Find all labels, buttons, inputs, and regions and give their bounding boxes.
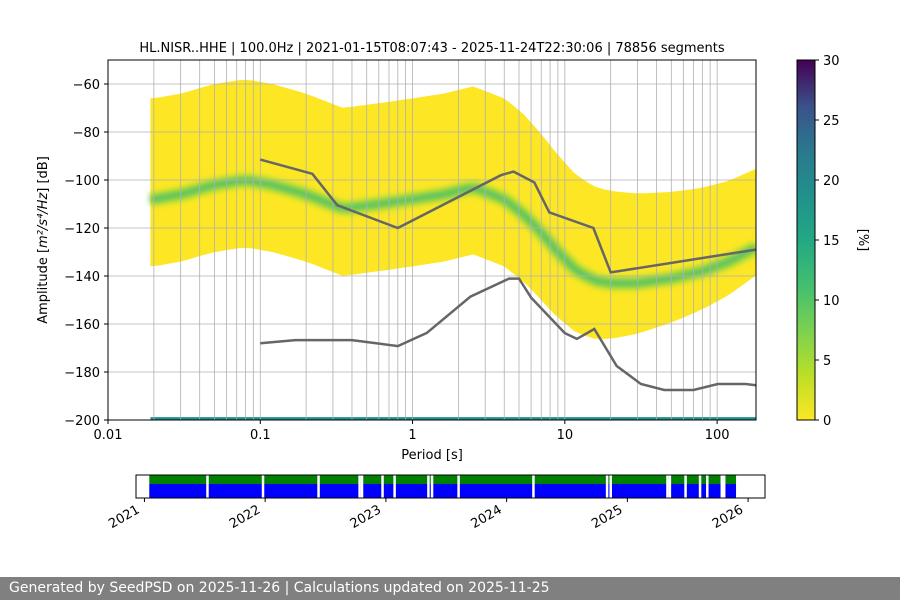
year-tick-label: 2024 [468,502,504,532]
coverage-gap [206,475,209,498]
coverage-gap [430,475,434,498]
coverage-gap [698,475,702,498]
colorbar-tick-label: 15 [823,234,840,249]
coverage-gap [722,475,726,498]
x-tick-label: 100 [705,428,730,443]
y-axis-ticks: −60 −80 −100 −120 −140 −160 −180 −200 [64,78,108,429]
psd-figure: HL.NISR..HHE | 100.0Hz | 2021-01-15T08:0… [36,41,870,532]
nhnm-curve [259,158,756,274]
year-tick-label: 2021 [106,502,142,532]
coverage-bar-lower [149,484,737,498]
data-coverage-timeline: 2021 2022 2023 2024 2025 2026 [106,474,766,532]
x-tick-label: 0.1 [250,428,271,443]
coverage-gap [720,475,724,498]
coverage-gap [666,475,669,498]
y-tick-label: −160 [64,318,100,333]
colorbar-gradient [797,60,815,420]
year-tick-label: 2023 [348,502,384,532]
coverage-gap [706,475,709,498]
timeline-bars [149,475,737,498]
y-tick-label: −140 [64,270,100,285]
year-tick-label: 2025 [589,502,625,532]
colorbar-tick-label: 10 [823,294,840,309]
coverage-gap [393,475,396,498]
y-tick-label: −120 [64,222,100,237]
coverage-gap [317,475,320,498]
coverage-gap [457,475,460,498]
coverage-gap [427,475,430,498]
psd-plot-area: 0.01 0.1 1 10 100 −60 −80 −100 −120 −140 −160 −180… [64,59,757,443]
y-axis-label-main: Amplitude [ [36,248,51,324]
coverage-gap [609,475,612,498]
colorbar-tick-label: 30 [823,54,840,69]
x-axis-label: Period [s] [401,448,463,463]
nlnm-curve [260,277,756,392]
x-tick-label: 0.01 [94,428,123,443]
coverage-bar-upper [149,475,737,484]
y-tick-label: −60 [73,78,100,93]
year-tick-label: 2026 [710,502,746,532]
y-axis-label-end: ] [dB] [36,156,51,193]
noise-models [259,158,756,392]
colorbar-tick-label: 5 [823,354,831,369]
coverage-gap [684,475,687,498]
colorbar: 0 5 10 15 20 25 30 [%] [796,54,870,429]
colorbar-ticks: 0 5 10 15 20 25 30 [815,54,840,429]
colorbar-tick-label: 0 [823,414,831,429]
grid-lines [107,60,756,421]
coverage-gap [360,475,364,498]
timeline-frame [135,474,766,499]
coverage-gap [358,475,361,498]
year-tick-label: 2022 [227,502,263,532]
coverage-gap [668,475,672,498]
y-tick-label: −100 [64,174,100,189]
y-axis-label-units: m²/s⁴/Hz [36,192,51,248]
coverage-gap [532,475,535,498]
density-envelope [150,79,756,340]
colorbar-label: [%] [855,229,870,252]
chart-title: HL.NISR..HHE | 100.0Hz | 2021-01-15T08:0… [139,41,725,56]
x-axis-ticks: 0.01 0.1 1 10 100 [94,420,730,443]
y-tick-label: −200 [64,414,100,429]
coverage-gap [261,475,265,498]
probability-density-heatmap [149,79,756,420]
x-tick-label: 1 [408,428,416,443]
y-tick-label: −80 [73,126,100,141]
coverage-gap [381,475,384,498]
footer-caption: Generated by SeedPSD on 2025-11-26 | Cal… [0,577,900,600]
timeline-year-ticks: 2021 2022 2023 2024 2025 2026 [106,498,749,532]
y-tick-label: −180 [64,366,100,381]
colorbar-tick-label: 25 [823,114,840,129]
coverage-gap [605,475,609,498]
density-band-core [150,178,756,286]
y-axis-label: Amplitude [m²/s⁴/Hz] [dB] [36,156,51,324]
colorbar-tick-label: 20 [823,174,840,189]
x-tick-label: 10 [557,428,574,443]
plot-frame [107,59,757,421]
